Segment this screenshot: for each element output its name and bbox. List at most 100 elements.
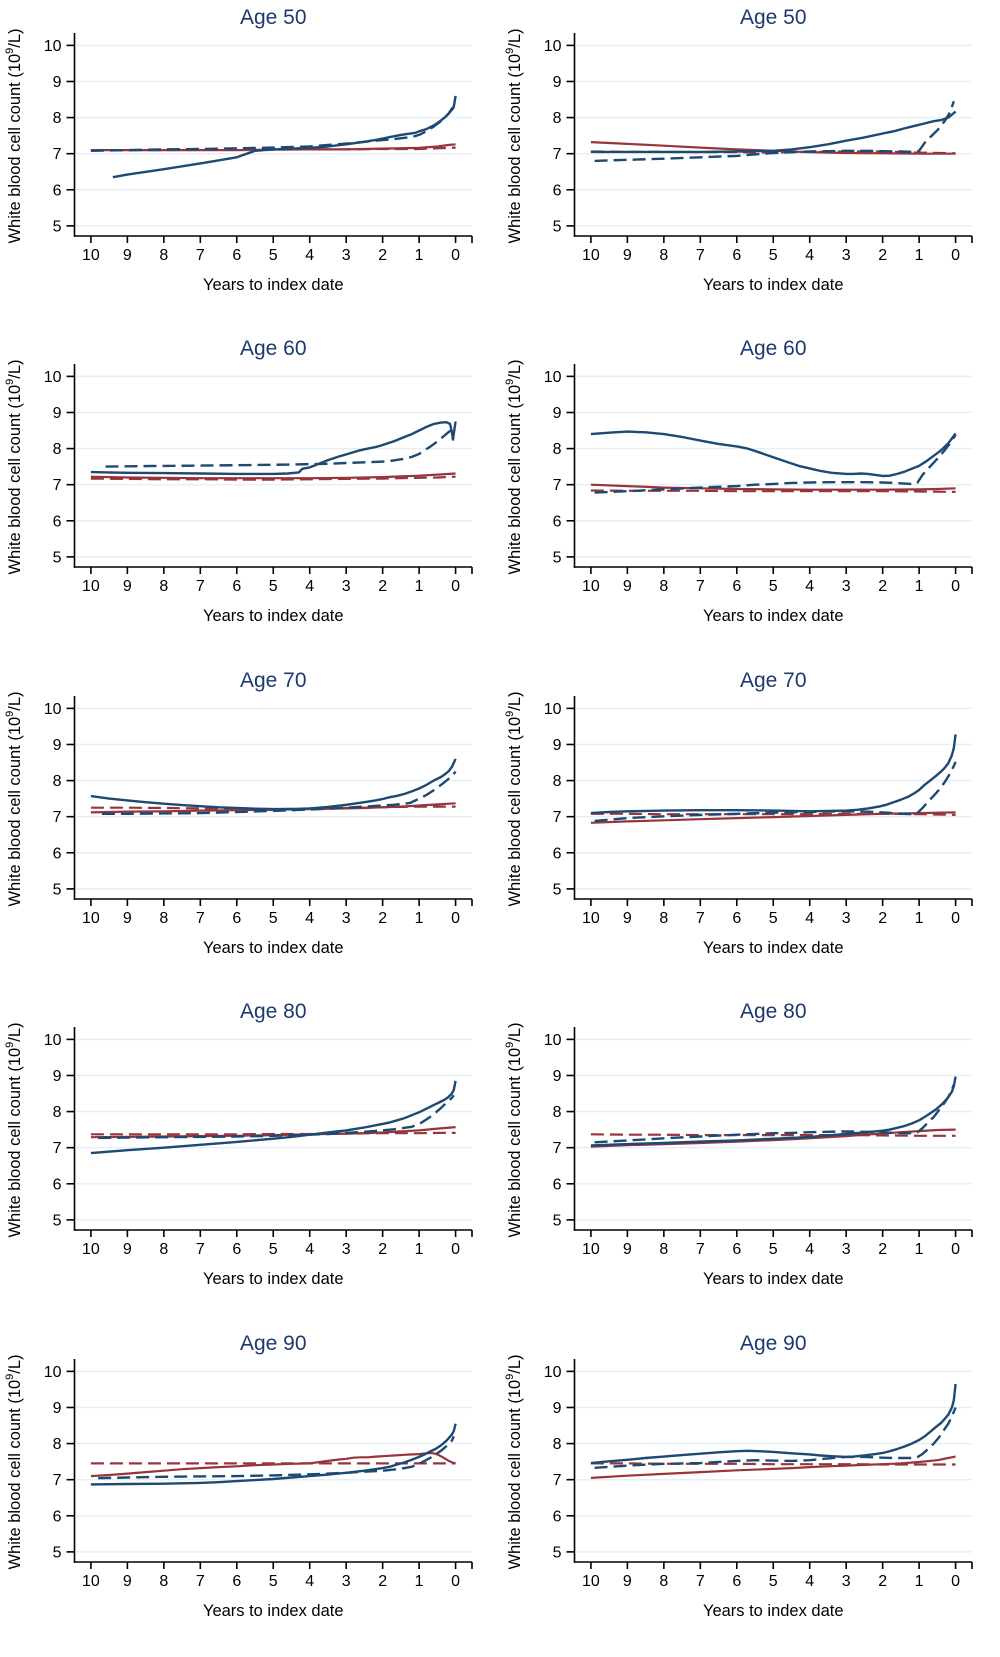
x-tick-label: 8: [159, 1573, 168, 1590]
y-tick-label: 8: [53, 110, 62, 127]
y-tick-label: 6: [553, 1176, 562, 1193]
x-axis-label: Years to index date: [703, 276, 844, 294]
chart-panel: 5 6 7 8 9 10 10 9 8 7 6 5 4 3 2 1 0 Age 90 Years to index …: [0, 1326, 500, 1657]
series-navy-solid: [112, 95, 457, 179]
x-tick-label: 3: [842, 1241, 851, 1258]
chart-title: Age 50: [740, 6, 807, 29]
y-tick-label: 5: [53, 881, 62, 898]
x-tick-label: 3: [342, 578, 351, 595]
x-axis-label: Years to index date: [203, 607, 344, 625]
x-tick-label: 6: [232, 247, 241, 264]
series-navy-solid: [590, 110, 957, 154]
y-tick-label: 6: [553, 182, 562, 199]
y-axis-label-post: /L): [6, 1354, 24, 1373]
x-tick-label: 10: [582, 1573, 600, 1590]
x-tick-label: 3: [842, 1573, 851, 1590]
y-axis-label: White blood cell count (109/L): [4, 691, 24, 906]
y-axis-label-superscript: 9: [504, 711, 516, 717]
y-tick-label: 6: [553, 845, 562, 862]
y-tick-label: 5: [553, 218, 562, 235]
x-tick-label: 8: [659, 578, 668, 595]
x-tick-label: 9: [123, 1241, 132, 1258]
x-axis-label: Years to index date: [203, 939, 344, 957]
x-tick-label: 2: [378, 578, 387, 595]
x-tick-label: 6: [732, 910, 741, 927]
x-tick-label: 4: [305, 578, 314, 595]
x-tick-label: 10: [82, 910, 100, 927]
x-tick-label: 7: [696, 578, 705, 595]
x-tick-label: 2: [878, 1573, 887, 1590]
x-tick-label: 8: [659, 1241, 668, 1258]
x-tick-label: 5: [269, 910, 278, 927]
x-tick-label: 3: [842, 910, 851, 927]
x-tick-label: 7: [196, 578, 205, 595]
x-tick-label: 10: [82, 1573, 100, 1590]
x-tick-label: 2: [878, 910, 887, 927]
chart-title: Age 70: [740, 669, 807, 692]
series-maroon-solid: [590, 483, 956, 492]
x-tick-label: 6: [732, 1573, 741, 1590]
y-tick-label: 7: [553, 809, 562, 826]
x-tick-label: 10: [82, 578, 100, 595]
y-tick-label: 10: [44, 1363, 62, 1380]
x-axis-label: Years to index date: [203, 1602, 344, 1620]
x-tick-label: 4: [805, 247, 814, 264]
x-tick-label: 8: [659, 1573, 668, 1590]
x-tick-label: 8: [159, 578, 168, 595]
y-tick-label: 6: [53, 1508, 62, 1525]
y-axis-label-pre: White blood cell count (10: [506, 717, 524, 907]
x-tick-label: 1: [915, 1241, 924, 1258]
x-tick-label: 5: [269, 578, 278, 595]
x-tick-label: 6: [732, 1241, 741, 1258]
chart-panel: 5 6 7 8 9 10 10 9 8 7 6 5 4 3 2 1 0 Age 80 Years to index …: [0, 994, 500, 1325]
series-navy-solid: [590, 430, 957, 478]
chart-title: Age 60: [740, 337, 807, 360]
x-tick-label: 6: [732, 247, 741, 264]
y-axis-label: White blood cell count (109/L): [504, 1354, 524, 1569]
y-tick-label: 10: [44, 369, 62, 386]
x-tick-label: 3: [842, 578, 851, 595]
series-navy-dashed: [90, 106, 455, 152]
x-tick-label: 5: [269, 1241, 278, 1258]
x-tick-label: 6: [232, 1573, 241, 1590]
y-tick-label: 6: [53, 1176, 62, 1193]
x-tick-label: 1: [415, 1573, 424, 1590]
y-axis-label-pre: White blood cell count (10: [6, 54, 24, 244]
x-tick-label: 8: [659, 910, 668, 927]
y-tick-label: 5: [553, 1213, 562, 1230]
y-tick-label: 8: [53, 773, 62, 790]
y-axis-label-post: /L): [506, 1354, 524, 1373]
x-tick-label: 8: [659, 247, 668, 264]
series-navy-dashed: [105, 426, 455, 469]
series-maroon-dashed: [590, 1133, 956, 1138]
x-tick-label: 0: [451, 1241, 460, 1258]
series-navy-dashed: [101, 770, 457, 815]
series-navy-dashed: [594, 434, 957, 495]
y-axis-label-pre: White blood cell count (10: [6, 385, 24, 575]
series-navy-solid: [590, 734, 957, 815]
y-tick-label: 9: [553, 405, 562, 422]
y-axis-label-superscript: 9: [4, 1042, 16, 1048]
y-tick-label: 5: [553, 881, 562, 898]
x-tick-label: 2: [878, 247, 887, 264]
x-tick-label: 9: [123, 1573, 132, 1590]
y-tick-label: 8: [53, 1104, 62, 1121]
x-tick-label: 1: [415, 247, 424, 264]
y-axis-label-superscript: 9: [504, 48, 516, 54]
x-tick-label: 1: [915, 247, 924, 264]
chart-panel: 5 6 7 8 9 10 10 9 8 7 6 5 4 3 2 1 0 Age 50 Years to index …: [0, 0, 500, 331]
series-maroon-solid: [590, 811, 956, 824]
chart-title: Age 50: [240, 6, 307, 29]
x-tick-label: 3: [842, 247, 851, 264]
y-axis-label-pre: White blood cell count (10: [506, 385, 524, 575]
x-tick-label: 5: [769, 578, 778, 595]
y-tick-label: 7: [553, 1472, 562, 1489]
